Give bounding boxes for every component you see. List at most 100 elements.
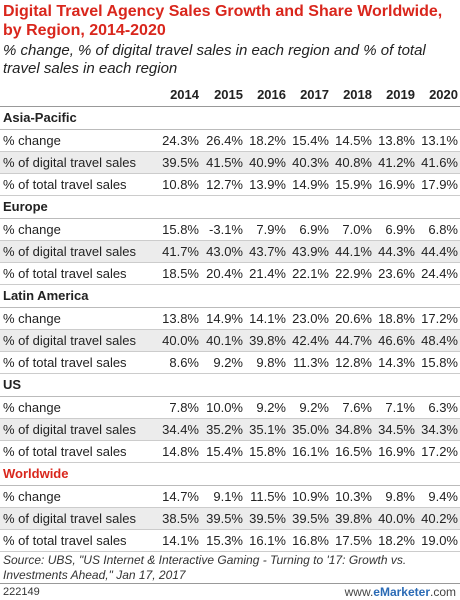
table-cell: 14.1%: [249, 311, 286, 326]
chart-title: Digital Travel Agency Sales Growth and S…: [3, 3, 443, 39]
table-row: % of digital travel sales 41.7% 43.0% 43.7%…: [0, 241, 460, 263]
table-cell: 13.9%: [249, 177, 286, 192]
brand-prefix: www.: [344, 585, 374, 599]
table-cell: 7.0%: [342, 222, 372, 237]
table-cell: 16.9%: [378, 177, 415, 192]
table-cell: 9.1%: [213, 489, 243, 504]
table-cell: 35.1%: [249, 422, 286, 437]
row-label: % of total travel sales: [3, 355, 127, 370]
table-cell: -3.1%: [209, 222, 243, 237]
table-cell: 13.1%: [421, 133, 458, 148]
table-cell: 15.8%: [421, 355, 458, 370]
brand-logo: www.eMarketer.com: [345, 585, 456, 599]
table-cell: 18.5%: [162, 266, 199, 281]
table-cell: 40.8%: [335, 155, 372, 170]
table-cell: 16.1%: [249, 533, 286, 548]
table-cell: 17.2%: [421, 311, 458, 326]
table-cell: 15.9%: [335, 177, 372, 192]
table-cell: 18.8%: [378, 311, 415, 326]
section-header: Worldwide: [0, 463, 460, 486]
table-cell: 18.2%: [378, 533, 415, 548]
row-label: % of total travel sales: [3, 266, 127, 281]
table-cell: 6.8%: [428, 222, 458, 237]
table-cell: 11.5%: [250, 489, 286, 504]
table-cell: 40.3%: [292, 155, 329, 170]
table-cell: 14.9%: [292, 177, 329, 192]
table-cell: 41.6%: [421, 155, 458, 170]
brand-name: eMarketer: [373, 585, 430, 599]
table-row: % of digital travel sales 40.0% 40.1% 39.8%…: [0, 330, 460, 352]
table-cell: 44.7%: [335, 333, 372, 348]
section-label: US: [3, 377, 22, 392]
column-header: 2014: [170, 87, 199, 102]
table-cell: 40.1%: [206, 333, 243, 348]
table-cell: 39.8%: [249, 333, 286, 348]
table-cell: 20.4%: [206, 266, 243, 281]
footer: 222149 www.eMarketer.com: [0, 583, 460, 600]
table-cell: 17.2%: [421, 444, 458, 459]
table-cell: 20.6%: [335, 311, 372, 326]
table-cell: 44.4%: [421, 244, 458, 259]
table-cell: 7.8%: [169, 400, 199, 415]
table-row: % change 24.3% 26.4% 18.2% 15.4% 14.5% 13.8% 13…: [0, 130, 460, 152]
table-cell: 44.3%: [378, 244, 415, 259]
table-cell: 12.7%: [206, 177, 243, 192]
table-cell: 41.5%: [206, 155, 243, 170]
row-label: % of total travel sales: [3, 533, 127, 548]
table-cell: 39.5%: [162, 155, 199, 170]
table-cell: 14.5%: [335, 133, 372, 148]
table-cell: 7.6%: [342, 400, 372, 415]
section-label: Europe: [3, 199, 48, 214]
table-cell: 16.9%: [378, 444, 415, 459]
table-cell: 18.2%: [249, 133, 286, 148]
table-row: % of total travel sales 10.8% 12.7% 13.9% 14…: [0, 174, 460, 196]
table-cell: 9.2%: [213, 355, 243, 370]
row-label: % of total travel sales: [3, 177, 127, 192]
table-cell: 14.7%: [162, 489, 199, 504]
table-cell: 16.1%: [292, 444, 329, 459]
table-cell: 43.9%: [292, 244, 329, 259]
header-row: 2014 2015 2016 2017 2018 2019 2020: [0, 84, 460, 107]
table-cell: 44.1%: [335, 244, 372, 259]
table-cell: 22.9%: [335, 266, 372, 281]
table-cell: 15.8%: [162, 222, 199, 237]
table-row: % of total travel sales 14.8% 15.4% 15.8% 16…: [0, 441, 460, 463]
table-cell: 26.4%: [206, 133, 243, 148]
table-cell: 34.3%: [421, 422, 458, 437]
table-row: % change 13.8% 14.9% 14.1% 23.0% 20.6% 18.8% 17…: [0, 308, 460, 330]
section-label: Latin America: [3, 288, 89, 303]
table-cell: 40.9%: [249, 155, 286, 170]
table-cell: 39.5%: [249, 511, 286, 526]
table-row: % of digital travel sales 34.4% 35.2% 35.1%…: [0, 419, 460, 441]
chart-id: 222149: [3, 586, 40, 598]
column-header: 2018: [343, 87, 372, 102]
row-label: % of digital travel sales: [3, 244, 136, 259]
table-cell: 9.4%: [428, 489, 458, 504]
column-header: 2017: [300, 87, 329, 102]
row-label: % of total travel sales: [3, 444, 127, 459]
row-label: % of digital travel sales: [3, 333, 136, 348]
table-cell: 43.0%: [206, 244, 243, 259]
table-cell: 15.4%: [292, 133, 329, 148]
row-label: % change: [3, 489, 61, 504]
row-label: % change: [3, 133, 61, 148]
table-cell: 16.5%: [335, 444, 372, 459]
table-cell: 23.0%: [292, 311, 329, 326]
table-cell: 23.6%: [378, 266, 415, 281]
table-cell: 10.8%: [162, 177, 199, 192]
table-cell: 21.4%: [249, 266, 286, 281]
table-cell: 14.8%: [162, 444, 199, 459]
table-cell: 43.7%: [249, 244, 286, 259]
row-label: % change: [3, 222, 61, 237]
table-cell: 35.2%: [206, 422, 243, 437]
table-cell: 9.2%: [256, 400, 286, 415]
table-cell: 34.8%: [335, 422, 372, 437]
table-cell: 48.4%: [421, 333, 458, 348]
section-header: Europe: [0, 196, 460, 219]
table-cell: 10.3%: [335, 489, 372, 504]
column-header: 2019: [386, 87, 415, 102]
table-cell: 11.3%: [293, 355, 329, 370]
table-cell: 40.2%: [421, 511, 458, 526]
table-row: % of total travel sales 18.5% 20.4% 21.4% 22…: [0, 263, 460, 285]
table-cell: 17.5%: [335, 533, 372, 548]
